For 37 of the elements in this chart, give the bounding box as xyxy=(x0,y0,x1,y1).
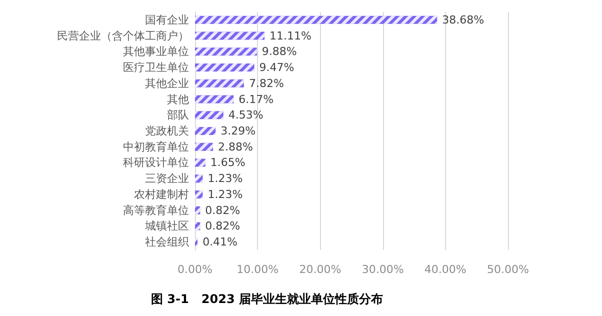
y-tick-label: 三资企业 xyxy=(145,172,189,186)
x-tick-label: 10.00% xyxy=(236,263,279,276)
data-label: 2.88% xyxy=(218,140,253,154)
data-label: 4.53% xyxy=(228,108,264,122)
x-tick-label: 40.00% xyxy=(424,263,466,276)
y-tick-label: 国有企业 xyxy=(145,13,189,26)
y-tick-label: 高等教育单位 xyxy=(123,204,189,217)
data-label: 11.11% xyxy=(270,29,312,42)
y-tick-label: 科研设计单位 xyxy=(123,156,189,170)
data-label: 1.23% xyxy=(208,188,243,201)
data-label: 9.47% xyxy=(259,61,294,74)
data-label: 0.82% xyxy=(205,204,240,217)
data-label: 3.29% xyxy=(220,124,256,138)
y-tick-label: 其他事业单位 xyxy=(123,45,189,58)
data-label: 1.65% xyxy=(210,156,246,170)
data-label: 7.82% xyxy=(248,76,284,90)
y-tick-label: 医疗卫生单位 xyxy=(123,61,189,74)
y-tick-label: 部队 xyxy=(167,108,189,122)
x-tick-label: 20.00% xyxy=(299,263,342,276)
y-tick-label: 民营企业（含个体工商户） xyxy=(57,29,189,42)
data-label: 1.23% xyxy=(208,172,243,186)
y-tick-label: 其他企业 xyxy=(145,76,189,90)
y-tick-label: 农村建制村 xyxy=(134,188,189,201)
y-tick-label: 党政机关 xyxy=(145,124,189,138)
data-label: 9.88% xyxy=(262,45,297,58)
x-tick-label: 50.00% xyxy=(487,263,529,276)
x-tick-label: 30.00% xyxy=(362,263,404,276)
y-tick-label: 中初教育单位 xyxy=(123,140,189,154)
data-label: 0.41% xyxy=(202,236,238,249)
y-tick-label: 其他 xyxy=(167,92,189,106)
text: 图 3-1 2023 届毕业生就业单位性质分布 xyxy=(151,292,383,306)
x-tick-label: 0.00% xyxy=(178,263,212,276)
data-label: 6.17% xyxy=(238,92,274,106)
data-label: 0.82% xyxy=(205,220,240,233)
data-label: 38.68% xyxy=(442,13,484,26)
y-tick-label: 城镇社区 xyxy=(144,220,189,233)
y-tick-label: 社会组织 xyxy=(145,236,189,249)
